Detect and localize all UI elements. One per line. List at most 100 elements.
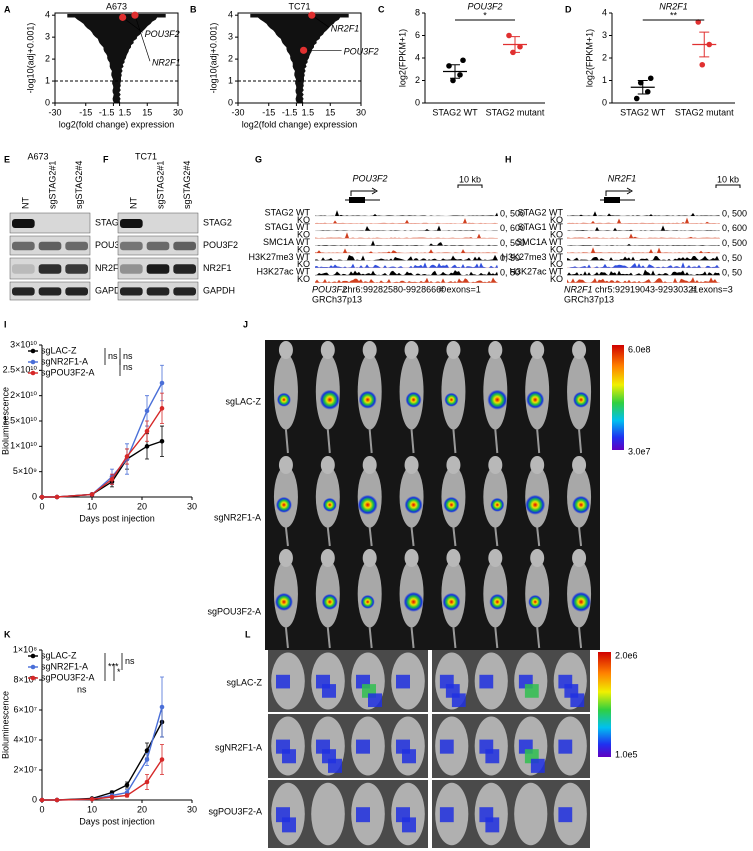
locus-coords: chr6:99282580-99286660 bbox=[343, 284, 446, 294]
plot-frame bbox=[237, 12, 362, 104]
x-tick-label: 10 bbox=[87, 501, 97, 511]
signal-blob bbox=[571, 591, 592, 612]
track-range: 0, 50 bbox=[500, 253, 520, 263]
lane-label: NT bbox=[21, 197, 31, 209]
locus-name: NR2F1 bbox=[564, 284, 593, 294]
signal-patch bbox=[439, 739, 454, 754]
track-label: H3K27me3 WT bbox=[501, 252, 563, 262]
significance-label: * bbox=[483, 10, 487, 20]
legend-label: sgPOU3F2-A bbox=[41, 367, 95, 377]
protein-label: NR2F1 bbox=[95, 263, 124, 273]
panel-letter: E bbox=[4, 154, 10, 164]
blot-title: A673 bbox=[27, 151, 48, 161]
x-axis-label: Days post injection bbox=[79, 513, 155, 523]
blot-band bbox=[12, 287, 35, 296]
y-tick-label: 3 bbox=[45, 32, 50, 42]
data-point bbox=[144, 444, 150, 449]
blot-band bbox=[120, 287, 143, 296]
colorbar-max: 6.0e8 bbox=[628, 344, 651, 354]
track-signal bbox=[567, 217, 720, 224]
track-signal bbox=[567, 211, 720, 216]
data-point bbox=[39, 494, 45, 500]
mouse-head bbox=[514, 782, 548, 846]
blot-band bbox=[12, 264, 35, 274]
group-label: sgLAC-Z bbox=[226, 677, 262, 687]
signal-blob bbox=[572, 495, 591, 514]
track-signal bbox=[315, 262, 498, 268]
x-tick-label: -1.5 bbox=[99, 107, 115, 117]
panel-letter: F bbox=[103, 154, 109, 164]
blot-band bbox=[65, 241, 88, 251]
track-label: KO bbox=[550, 259, 563, 269]
leader-line bbox=[134, 15, 151, 62]
mouse-tail bbox=[578, 429, 583, 454]
signal-patch bbox=[396, 674, 410, 689]
data-point bbox=[644, 88, 651, 95]
signal-patch bbox=[558, 807, 573, 823]
annotation: ns bbox=[125, 656, 135, 666]
signal-blob bbox=[573, 391, 590, 408]
signal-patch bbox=[282, 749, 296, 764]
track-label: KO bbox=[297, 244, 310, 254]
signal-blob bbox=[442, 592, 461, 611]
mouse-head bbox=[311, 782, 345, 846]
track-signal bbox=[567, 269, 720, 276]
blot-band bbox=[12, 241, 35, 251]
annotation: ns bbox=[108, 351, 118, 361]
chart-title: POU3F2 bbox=[467, 1, 502, 11]
annotation: * bbox=[117, 667, 121, 677]
signal-blob bbox=[357, 494, 378, 515]
data-point bbox=[144, 428, 150, 434]
scale-label: 10 kb bbox=[717, 174, 739, 184]
group-label: sgNR2F1-A bbox=[214, 512, 261, 522]
category-label: STAG2 mutant bbox=[486, 107, 545, 117]
panel-letter: J bbox=[243, 319, 248, 329]
gene-arrow bbox=[371, 187, 378, 195]
x-tick-label: 30 bbox=[356, 107, 366, 117]
mouse-head bbox=[278, 341, 293, 359]
track-range: 0, 600 bbox=[500, 223, 525, 233]
data-point bbox=[124, 782, 130, 788]
annotation: ns bbox=[123, 362, 133, 372]
track-label: KO bbox=[297, 259, 310, 269]
highlight-point bbox=[119, 13, 127, 21]
mouse-body bbox=[315, 466, 340, 528]
signal-patch bbox=[485, 817, 500, 833]
signal-blob bbox=[405, 391, 422, 408]
chart-title: TC71 bbox=[288, 1, 310, 11]
signal-patch bbox=[439, 807, 454, 823]
y-tick-label: 8 bbox=[415, 7, 420, 17]
signal-blob bbox=[274, 592, 293, 611]
panel-letter: B bbox=[190, 4, 197, 14]
y-tick-label: 0 bbox=[32, 794, 37, 804]
blot-band bbox=[146, 241, 170, 251]
track-label: SMC1A WT bbox=[516, 237, 564, 247]
data-point bbox=[159, 704, 165, 710]
y-axis-label: -log10(adj+0.001) bbox=[208, 23, 218, 94]
mouse-body bbox=[441, 466, 466, 528]
y-axis-label: Bioluminescence bbox=[0, 691, 10, 759]
mouse-tail bbox=[494, 429, 499, 454]
track-signal bbox=[315, 210, 498, 216]
scale-bar bbox=[715, 184, 741, 188]
chart-title: NR2F1 bbox=[659, 1, 688, 11]
mouse-head bbox=[404, 456, 419, 474]
track-label: STAG1 WT bbox=[518, 222, 564, 232]
panel-letter: A bbox=[4, 4, 11, 14]
signal-patch bbox=[356, 739, 370, 754]
track-signal bbox=[567, 243, 720, 246]
panel-letter: I bbox=[4, 319, 7, 329]
signal-patch bbox=[328, 758, 342, 773]
x-tick-label: 30 bbox=[187, 501, 197, 511]
legend-swatch bbox=[30, 653, 36, 659]
y-tick-label: 2 bbox=[602, 52, 607, 62]
y-tick-label: 1.5×10¹⁰ bbox=[3, 415, 38, 425]
signal-blob bbox=[403, 591, 424, 612]
y-tick-label: 3 bbox=[602, 30, 607, 40]
x-tick-label: 30 bbox=[173, 107, 183, 117]
protein-label: GAPDH bbox=[95, 285, 127, 295]
x-tick-label: 10 bbox=[87, 804, 97, 814]
mouse-tail bbox=[536, 627, 541, 649]
blot-band bbox=[173, 241, 196, 251]
x-axis-label: log2(fold change) expression bbox=[59, 119, 175, 129]
